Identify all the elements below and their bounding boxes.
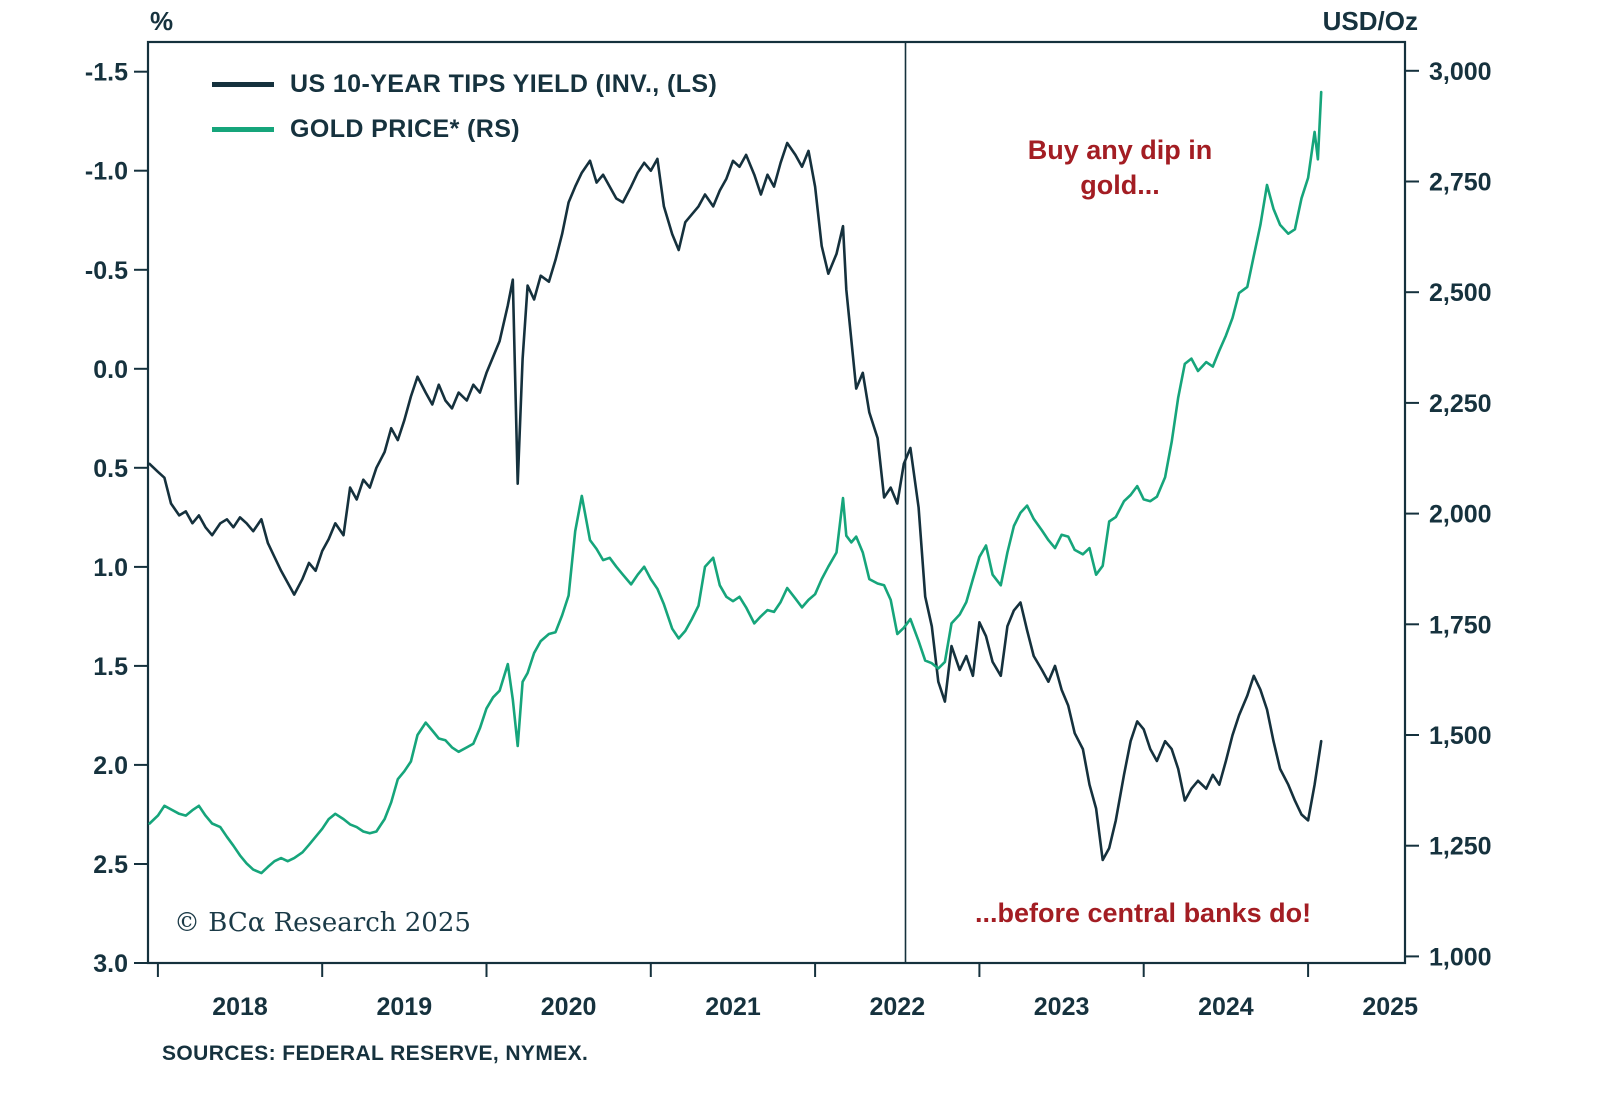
- right-axis-tick-label: 2,500: [1429, 279, 1492, 307]
- right-axis-tick-label: 2,250: [1429, 390, 1492, 418]
- x-axis-year-label: 2019: [376, 993, 432, 1021]
- legend-item-gold: GOLD PRICE* (RS): [212, 115, 717, 144]
- tips-yield-line: [148, 141, 1323, 862]
- left-axis-tick-label: 2.0: [93, 752, 128, 780]
- gold-price-line: [148, 90, 1323, 875]
- x-axis-year-label: 2025: [1362, 993, 1418, 1021]
- x-axis-year-label: 2024: [1198, 993, 1254, 1021]
- left-axis-tick-label: 1.5: [93, 653, 128, 681]
- legend-label-gold: GOLD PRICE* (RS): [290, 115, 521, 143]
- x-axis-year-label: 2022: [869, 993, 925, 1021]
- annotation-buy-dip: Buy any dip in gold...: [1027, 135, 1213, 201]
- left-axis-tick-label: 0.0: [93, 356, 128, 384]
- left-axis-tick-label: 0.5: [93, 455, 128, 483]
- right-axis-tick-label: 1,000: [1429, 943, 1492, 971]
- left-axis-tick-label: -0.5: [85, 257, 128, 285]
- legend: US 10-YEAR TIPS YIELD (INV., (LS) GOLD P…: [212, 70, 717, 160]
- right-axis-tick-label: 2,000: [1429, 501, 1492, 529]
- legend-label-tips: US 10-YEAR TIPS YIELD (INV., (LS): [290, 70, 718, 98]
- x-axis-year-label: 2020: [541, 993, 597, 1021]
- x-axis-year-label: 2021: [705, 993, 761, 1021]
- legend-item-tips: US 10-YEAR TIPS YIELD (INV., (LS): [212, 70, 717, 99]
- left-axis-tick-label: 1.0: [93, 554, 128, 582]
- copyright: © BCα Research 2025: [174, 908, 471, 938]
- sources: SOURCES: FEDERAL RESERVE, NYMEX.: [162, 1042, 589, 1065]
- left-axis-tick-label: -1.0: [85, 158, 128, 186]
- left-axis-unit: %: [150, 6, 174, 36]
- right-axis-tick-label: 1,500: [1429, 722, 1492, 750]
- right-axis-tick-label: 3,000: [1429, 58, 1492, 86]
- annotation-central-banks: ...before central banks do!: [975, 898, 1312, 928]
- x-axis-year-label: 2023: [1034, 993, 1090, 1021]
- right-axis-tick-label: 1,750: [1429, 611, 1492, 639]
- right-axis-tick-label: 2,750: [1429, 169, 1492, 197]
- gold-line-swatch: [212, 127, 274, 132]
- left-axis-tick-label: 3.0: [93, 950, 128, 978]
- right-axis-unit: USD/Oz: [1322, 6, 1418, 36]
- plot-border: [146, 40, 1407, 965]
- right-axis-tick-label: 1,250: [1429, 833, 1492, 861]
- tips-line-swatch: [212, 82, 274, 87]
- left-axis-tick-label: 2.5: [93, 851, 128, 879]
- x-axis-year-label: 2018: [212, 993, 268, 1021]
- left-axis-tick-label: -1.5: [85, 59, 128, 87]
